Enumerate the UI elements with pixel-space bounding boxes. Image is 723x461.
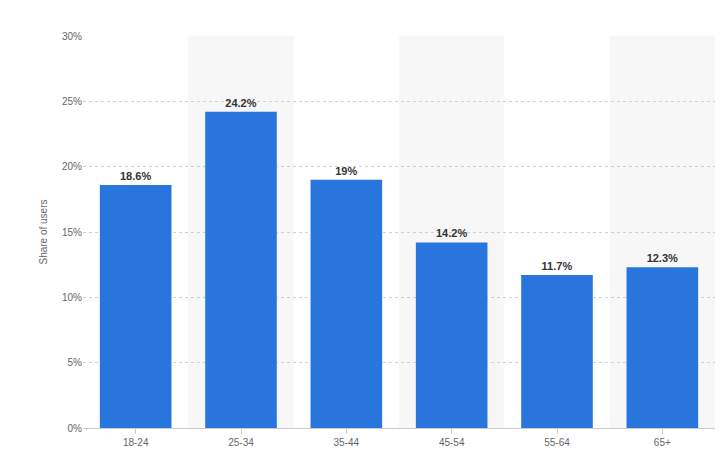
svg-text:14.2%: 14.2% [436,227,467,239]
svg-text:30%: 30% [62,31,82,42]
svg-text:0%: 0% [68,423,83,434]
svg-text:5%: 5% [68,357,83,368]
svg-text:19%: 19% [335,165,357,177]
svg-text:45-54: 45-54 [439,437,465,448]
svg-text:11.7%: 11.7% [542,260,573,272]
svg-text:Share of users: Share of users [38,199,49,264]
svg-text:15%: 15% [62,227,82,238]
svg-text:20%: 20% [62,161,82,172]
svg-text:25-34: 25-34 [228,437,254,448]
svg-text:12.3%: 12.3% [647,252,678,264]
svg-text:55-64: 55-64 [544,437,570,448]
svg-text:18-24: 18-24 [123,437,149,448]
svg-text:24.2%: 24.2% [225,97,256,109]
svg-text:35-44: 35-44 [334,437,360,448]
svg-text:25%: 25% [62,96,82,107]
svg-text:18.6%: 18.6% [120,170,151,182]
svg-text:10%: 10% [62,292,82,303]
svg-text:65+: 65+ [654,437,671,448]
